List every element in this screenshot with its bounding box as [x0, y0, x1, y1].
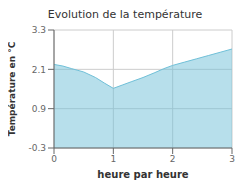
- svg-text:3: 3: [229, 154, 235, 164]
- svg-text:heure par heure: heure par heure: [97, 169, 188, 180]
- svg-text:3.3: 3.3: [32, 25, 46, 35]
- svg-text:2: 2: [170, 154, 176, 164]
- html-text:Evolution de la température: Evolution de la température: [47, 8, 203, 21]
- svg-text:0: 0: [51, 154, 57, 164]
- svg-text:2.1: 2.1: [32, 65, 46, 75]
- svg-text:Température en °C: Température en °C: [8, 41, 17, 136]
- svg-text:-0.3: -0.3: [28, 143, 46, 153]
- svg-text:1: 1: [110, 154, 116, 164]
- svg-text:0.9: 0.9: [32, 104, 47, 114]
